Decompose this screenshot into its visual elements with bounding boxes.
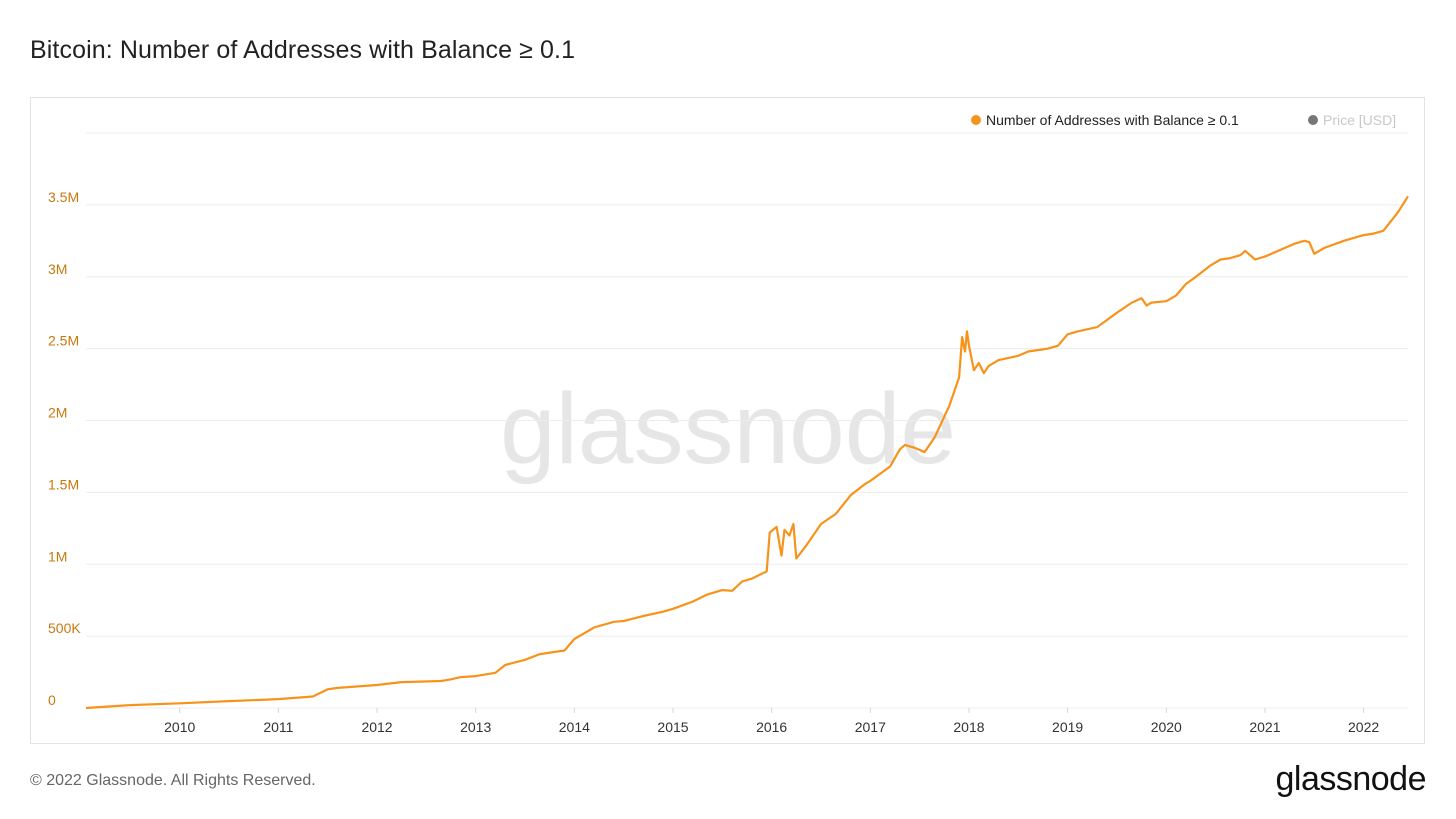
x-tick-label: 2017 xyxy=(855,719,886,735)
x-tick-label: 2021 xyxy=(1249,719,1280,735)
x-axis: 2010 2011 2012 2013 2014 2015 2016 2017 2018 2019… xyxy=(164,708,1379,735)
page-title: Bitcoin: Number of Addresses with Balanc… xyxy=(30,36,576,64)
x-tick-label: 2014 xyxy=(559,719,590,735)
x-tick-label: 2010 xyxy=(164,719,195,735)
legend-item-addresses[interactable]: Number of Addresses with Balance ≥ 0.1 xyxy=(971,112,1239,128)
x-tick-label: 2013 xyxy=(460,719,491,735)
y-axis: 0 500K 1M 1.5M 2M 2.5M 3M 3.5M xyxy=(48,189,81,708)
y-tick-label: 3.5M xyxy=(48,189,79,205)
legend-dot-icon xyxy=(1308,115,1318,125)
legend-label-addresses: Number of Addresses with Balance ≥ 0.1 xyxy=(986,112,1239,128)
copyright-text: © 2022 Glassnode. All Rights Reserved. xyxy=(30,772,316,789)
x-tick-label: 2011 xyxy=(263,719,293,735)
gridlines xyxy=(86,132,1408,709)
legend: Number of Addresses with Balance ≥ 0.1 P… xyxy=(971,112,1396,128)
y-tick-label: 0 xyxy=(48,692,56,708)
chart-panel: glassnode 0 500K 1M 1.5M 2M 2.5M 3M 3.5M 2010 20… xyxy=(30,97,1425,744)
watermark-text: glassnode xyxy=(500,373,956,485)
x-tick-label: 2016 xyxy=(756,719,787,735)
x-tick-label: 2020 xyxy=(1151,719,1182,735)
y-tick-label: 2.5M xyxy=(48,333,79,349)
x-tick-label: 2022 xyxy=(1348,719,1379,735)
legend-dot-icon xyxy=(971,115,981,125)
legend-item-price[interactable]: Price [USD] xyxy=(1308,112,1396,128)
series-line-addresses xyxy=(85,195,1409,710)
x-tick-label: 2015 xyxy=(657,719,688,735)
x-tick-label: 2012 xyxy=(361,719,392,735)
glassnode-logo[interactable]: glassnode xyxy=(1275,760,1426,798)
y-tick-label: 2M xyxy=(48,405,67,421)
y-tick-label: 1M xyxy=(48,548,67,564)
x-tick-label: 2019 xyxy=(1052,719,1083,735)
legend-label-price: Price [USD] xyxy=(1323,112,1396,128)
y-tick-label: 1.5M xyxy=(48,476,79,492)
y-tick-label: 3M xyxy=(48,261,67,277)
y-tick-label: 500K xyxy=(48,620,81,636)
x-tick-label: 2018 xyxy=(953,719,984,735)
